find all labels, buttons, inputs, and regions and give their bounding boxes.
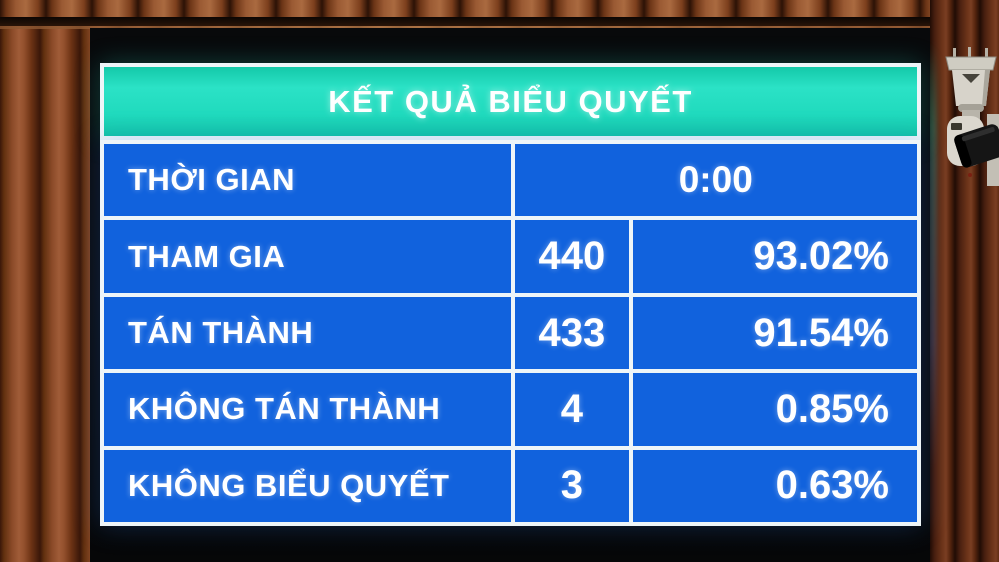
row-percent: 0.63% xyxy=(629,449,917,523)
camera-neck xyxy=(962,110,980,121)
row-label: KHÔNG BIỂU QUYẾT xyxy=(128,467,450,503)
time-value: 0:00 xyxy=(510,144,918,217)
row-label: KHÔNG TÁN THÀNH xyxy=(128,391,441,427)
camera-body-shade xyxy=(982,70,990,106)
row-count: 3 xyxy=(510,449,630,523)
results-title-bar: KẾT QUẢ BIỂU QUYẾT xyxy=(100,63,921,140)
camera-mount-pin xyxy=(968,47,971,58)
security-camera xyxy=(945,47,999,186)
camera-body xyxy=(952,70,990,106)
row-label: THỜI GIAN xyxy=(128,162,295,198)
wooden-wall-top-band xyxy=(0,0,999,18)
table-row-tan-thanh: TÁN THÀNH 433 91.54% xyxy=(104,292,917,370)
row-count: 440 xyxy=(510,220,630,293)
wood-knot xyxy=(968,173,972,177)
row-percent: 93.02% xyxy=(629,220,917,293)
results-table: THỜI GIAN 0:00 THAM GIA 440 93.02% TÁN T… xyxy=(100,140,921,526)
table-row-tham-gia: THAM GIA 440 93.02% xyxy=(104,216,917,293)
row-label: TÁN THÀNH xyxy=(128,315,314,351)
camera-mount-pin xyxy=(985,48,988,58)
camera-lens xyxy=(954,124,999,168)
row-label: THAM GIA xyxy=(128,238,286,274)
wall-groove-highlight xyxy=(0,26,999,29)
row-count: 433 xyxy=(510,296,630,370)
table-row-time: THỜI GIAN 0:00 xyxy=(104,144,918,217)
table-row-khong-bieu-quyet: KHÔNG BIỂU QUYẾT 3 0.63% xyxy=(104,445,917,523)
screen-reflection-glow xyxy=(928,40,937,470)
camera-mount-pin xyxy=(953,48,956,58)
camera-mount-plate xyxy=(945,56,997,71)
row-percent: 0.85% xyxy=(629,373,917,446)
row-percent: 91.54% xyxy=(629,296,917,370)
row-count: 4 xyxy=(510,373,630,446)
camera-arm-label xyxy=(951,123,962,130)
table-row-khong-tan-thanh: KHÔNG TÁN THÀNH 4 0.85% xyxy=(104,369,917,446)
results-title: KẾT QUẢ BIỂU QUYẾT xyxy=(328,83,693,119)
wall-groove xyxy=(0,17,999,26)
camera-body-notch xyxy=(962,74,980,83)
